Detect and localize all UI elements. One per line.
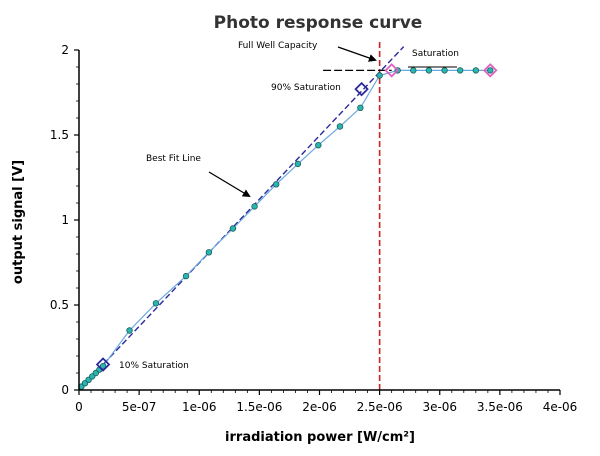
data-point: [487, 67, 494, 74]
x-tick-label: 4e-06: [543, 400, 578, 414]
data-point: [472, 67, 480, 74]
best-fit-line-annotation: Best Fit Line: [146, 154, 201, 164]
x-tick-label: 3.5e-06: [477, 400, 523, 414]
x-tick-label: 1e-06: [182, 400, 217, 414]
data-point: [205, 249, 213, 256]
best-fit-line: [78, 46, 405, 391]
data-point: [425, 67, 433, 74]
x-tick-label: 5e-07: [122, 400, 157, 414]
highlight-diamond-marker: [354, 81, 369, 97]
data-point: [315, 141, 322, 149]
data-point: [357, 104, 364, 111]
y-tick-label: 2: [61, 43, 69, 57]
data-point: [441, 67, 448, 74]
highlight-diamond-marker: [482, 63, 498, 78]
data-point: [152, 300, 160, 307]
data-point: [273, 181, 280, 188]
data-point: [410, 67, 417, 74]
data-point: [229, 225, 237, 232]
y-axis-label: output signal [V]: [11, 160, 26, 284]
full-well-capacity-annotation: Full Well Capacity: [238, 41, 318, 51]
y-tick-label: 1: [61, 213, 69, 227]
90-percent-saturation-annotation: 90% Saturation: [271, 83, 341, 93]
x-tick-label: 3e-06: [422, 400, 457, 414]
chart-title: Photo response curve: [214, 13, 423, 33]
measured-data-line: [80, 69, 491, 388]
data-point: [456, 67, 464, 74]
highlight-diamond-marker: [384, 63, 399, 78]
data-point: [182, 272, 190, 280]
data-point: [251, 203, 258, 210]
data-point: [294, 160, 302, 168]
best-fit-line-arrow: [208, 171, 251, 198]
data-point: [99, 363, 107, 370]
data-point: [376, 72, 383, 79]
y-tick-label: 1.5: [50, 128, 69, 142]
y-tick-label: 0.5: [50, 298, 69, 312]
x-tick-label: 2.5e-06: [357, 400, 403, 414]
10-percent-saturation-annotation: 10% Saturation: [119, 361, 189, 371]
y-tick-label: 0: [61, 383, 69, 397]
x-tick-label: 1.5e-06: [236, 400, 282, 414]
data-point: [336, 123, 344, 130]
data-point: [126, 327, 133, 334]
saturation-annotation: Saturation: [412, 49, 459, 59]
highlight-diamond-marker: [95, 357, 111, 372]
x-axis-label: irradiation power [W/cm²]: [225, 430, 415, 445]
full-well-capacity-arrow: [337, 46, 377, 62]
x-tick-label: 2e-06: [302, 400, 337, 414]
x-tick-label: 0: [75, 400, 83, 414]
